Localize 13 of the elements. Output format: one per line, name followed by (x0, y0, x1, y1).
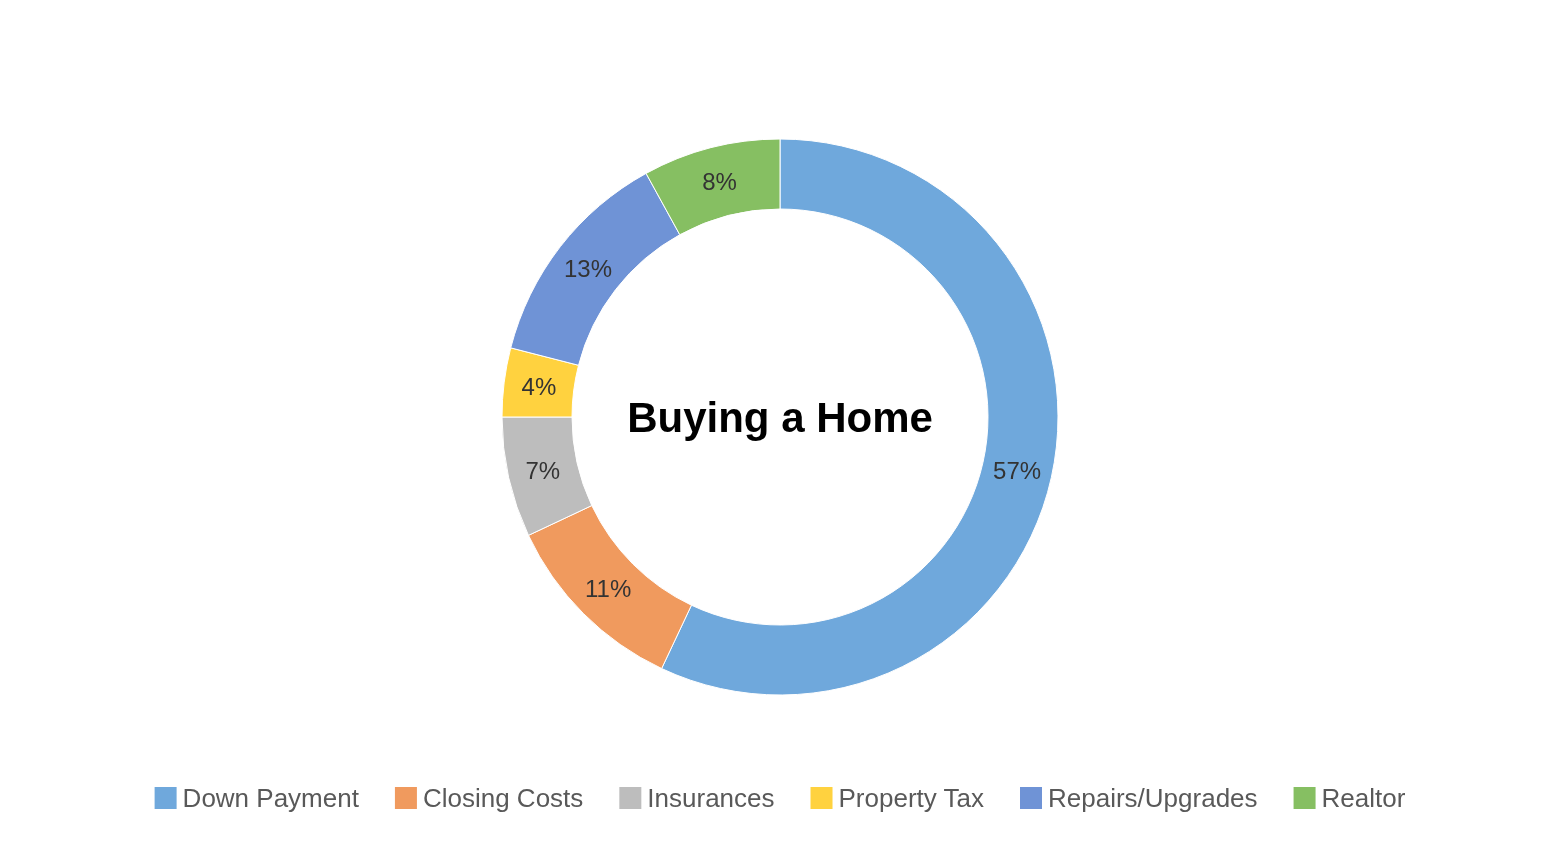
data-label: 11% (585, 575, 632, 603)
text: Buying a Home (627, 393, 933, 441)
data-label: 8% (702, 168, 737, 196)
data-label: 4% (521, 373, 557, 401)
legend-label: Insurances (647, 783, 775, 813)
data-label: 7% (525, 456, 561, 484)
legend-label: Realtor (1321, 783, 1406, 813)
legend-label: Property Tax (838, 783, 984, 813)
legend-label: Down Payment (182, 783, 360, 813)
data-label: 57% (993, 456, 1042, 484)
legend-label: Repairs/Upgrades (1048, 783, 1258, 813)
legend-label: Closing Costs (422, 783, 584, 813)
data-label: 13% (563, 254, 613, 282)
